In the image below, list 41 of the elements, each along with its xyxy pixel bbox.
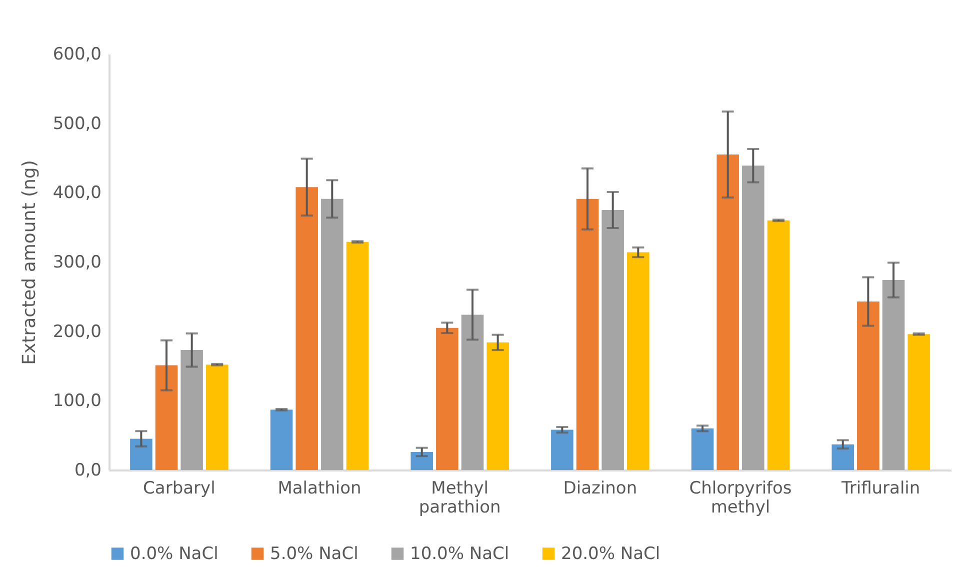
bar bbox=[767, 220, 790, 470]
bar bbox=[576, 198, 599, 470]
bar bbox=[270, 410, 293, 470]
bar bbox=[486, 342, 509, 470]
bar bbox=[832, 444, 854, 470]
y-tick-label: 400,0 bbox=[52, 183, 102, 204]
bar bbox=[155, 365, 178, 470]
y-axis-title: Extracted amount (ng) bbox=[18, 160, 40, 365]
bar bbox=[857, 302, 880, 470]
y-tick-label: 200,0 bbox=[52, 322, 102, 342]
bar bbox=[908, 334, 930, 470]
x-tick-label: Malathion bbox=[278, 478, 362, 498]
bar bbox=[551, 430, 574, 470]
bar bbox=[296, 187, 318, 470]
bar bbox=[206, 364, 228, 470]
y-tick-label: 600,0 bbox=[52, 44, 102, 64]
bar bbox=[627, 252, 650, 470]
bar bbox=[716, 154, 739, 470]
y-tick-label: 100,0 bbox=[52, 391, 102, 412]
y-tick-label: 0,0 bbox=[74, 460, 102, 480]
bar bbox=[321, 198, 344, 470]
bar bbox=[742, 166, 764, 470]
x-tick-label: Diazinon bbox=[563, 478, 638, 498]
x-tick-label: Carbaryl bbox=[143, 478, 216, 498]
legend-label: 20.0% NaCl bbox=[561, 544, 660, 564]
bar bbox=[346, 242, 369, 470]
legend-label: 10.0% NaCl bbox=[410, 544, 510, 564]
bar bbox=[461, 314, 484, 470]
x-tick-label: Methyl parathion bbox=[418, 478, 501, 518]
bar bbox=[410, 452, 433, 470]
bar bbox=[436, 328, 458, 470]
y-tick-label: 300,0 bbox=[52, 252, 102, 272]
legend-label: 0.0% NaCl bbox=[130, 544, 218, 564]
x-tick-label: Trifluralin bbox=[840, 478, 920, 498]
bar bbox=[180, 350, 203, 470]
bar bbox=[130, 438, 152, 470]
legend-label: 5.0% NaCl bbox=[270, 544, 358, 564]
x-tick-label: Chlorpyrifos methyl bbox=[689, 478, 792, 518]
y-tick-label: 500,0 bbox=[52, 114, 102, 134]
bar bbox=[602, 210, 624, 470]
bar bbox=[882, 280, 905, 470]
